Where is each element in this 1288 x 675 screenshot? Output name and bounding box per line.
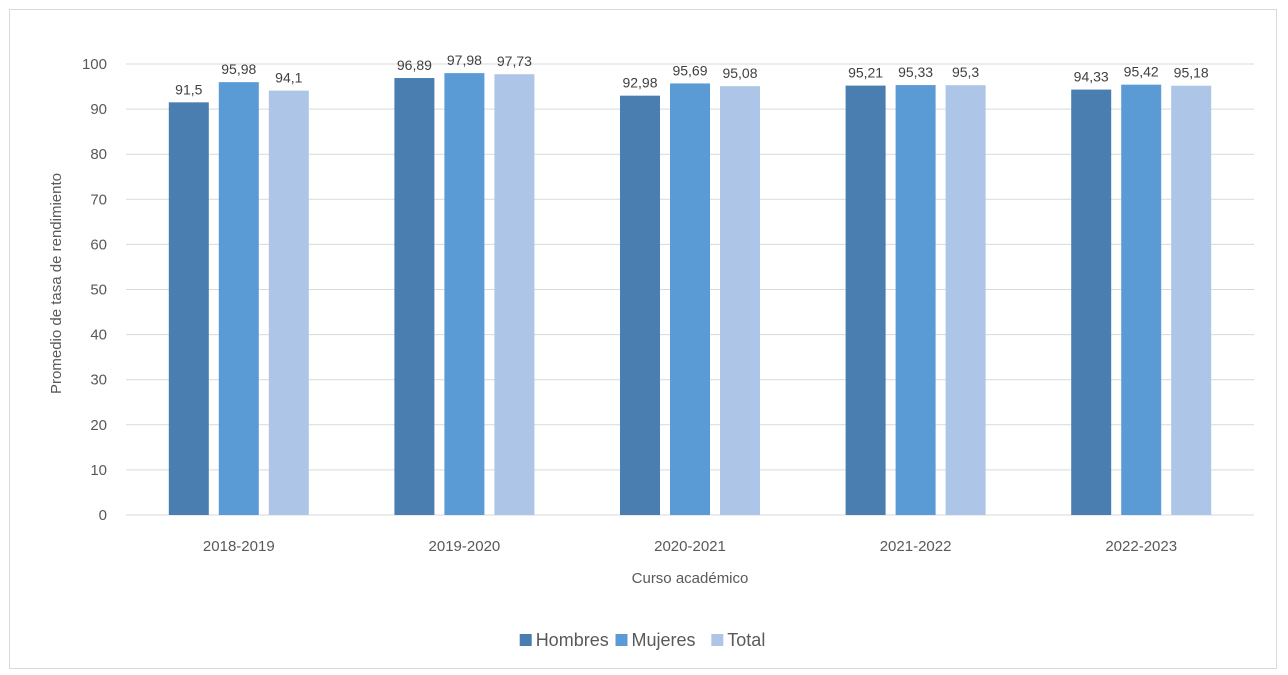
data-label: 95,42	[1124, 64, 1159, 80]
bar-total-2020-2021	[720, 86, 760, 515]
bar-mujeres-2022-2023	[1121, 84, 1162, 516]
bar-mujeres-2021-2022	[895, 85, 936, 515]
data-label: 92,98	[622, 75, 657, 91]
data-label: 94,33	[1074, 69, 1109, 85]
legend: Hombres Mujeres Total	[519, 630, 765, 650]
y-tick-label: 70	[90, 191, 107, 208]
data-label: 95,98	[221, 61, 256, 77]
y-tick-label: 90	[90, 101, 107, 118]
data-label: 96,89	[397, 57, 432, 73]
data-label: 95,3	[952, 64, 979, 80]
y-tick-label: 60	[90, 236, 107, 253]
y-tick-label: 40	[90, 327, 107, 344]
bars	[168, 73, 1212, 516]
bar-hombres-2022-2023	[1071, 89, 1112, 515]
y-tick-label: 10	[90, 462, 107, 479]
bar-total-2021-2022	[945, 85, 986, 516]
bar-total-2022-2023	[1171, 85, 1212, 516]
x-tick-label: 2018-2019	[203, 538, 275, 555]
bar-hombres-2020-2021	[620, 95, 660, 515]
legend-swatch-total	[711, 634, 724, 646]
y-tick-label: 100	[82, 56, 107, 73]
bar-hombres-2018-2019	[168, 102, 209, 516]
data-label: 95,33	[898, 64, 933, 80]
data-label: 97,73	[497, 53, 532, 69]
bar-mujeres-2018-2019	[218, 82, 259, 516]
data-label: 95,18	[1174, 65, 1209, 81]
y-axis-title: Promedio de tasa de rendimiento	[48, 173, 65, 394]
x-tick-label: 2022-2023	[1105, 538, 1177, 555]
legend-swatch-hombres	[519, 634, 532, 646]
bar-hombres-2021-2022	[845, 85, 886, 515]
data-label: 91,5	[175, 81, 202, 97]
y-tick-label: 0	[99, 507, 107, 524]
legend-label-total: Total	[727, 630, 765, 650]
x-tick-label: 2019-2020	[429, 538, 501, 555]
y-tick-label: 30	[90, 372, 107, 389]
bar-hombres-2019-2020	[394, 78, 435, 516]
legend-swatch-mujeres	[615, 634, 628, 646]
bar-mujeres-2019-2020	[444, 73, 485, 515]
x-tick-label: 2021-2022	[880, 538, 952, 555]
x-axis-ticks: 2018-2019 2019-2020 2020-2021 2021-2022 2022…	[203, 538, 1177, 555]
x-axis-title: Curso académico	[632, 570, 749, 587]
data-label: 95,08	[722, 65, 757, 81]
bar-total-2019-2020	[494, 74, 535, 515]
data-label: 94,1	[275, 70, 302, 86]
bar-total-2018-2019	[268, 90, 309, 515]
x-tick-label: 2020-2021	[654, 538, 726, 555]
data-label: 95,69	[672, 62, 707, 78]
legend-label-mujeres: Mujeres	[632, 630, 696, 650]
legend-label-hombres: Hombres	[536, 630, 609, 650]
bar-mujeres-2020-2021	[670, 83, 710, 515]
y-tick-label: 50	[90, 282, 107, 299]
data-labels: 91,5 95,98 94,1 96,89 97,98 97,73 92,98 95,69 95…	[175, 52, 1209, 97]
y-tick-label: 20	[90, 417, 107, 434]
data-label: 97,98	[447, 52, 482, 68]
y-axis-ticks: 0 10 20 30 40 50 60 70 80 90 100	[82, 56, 107, 524]
data-label: 95,21	[848, 65, 883, 81]
y-tick-label: 80	[90, 146, 107, 163]
